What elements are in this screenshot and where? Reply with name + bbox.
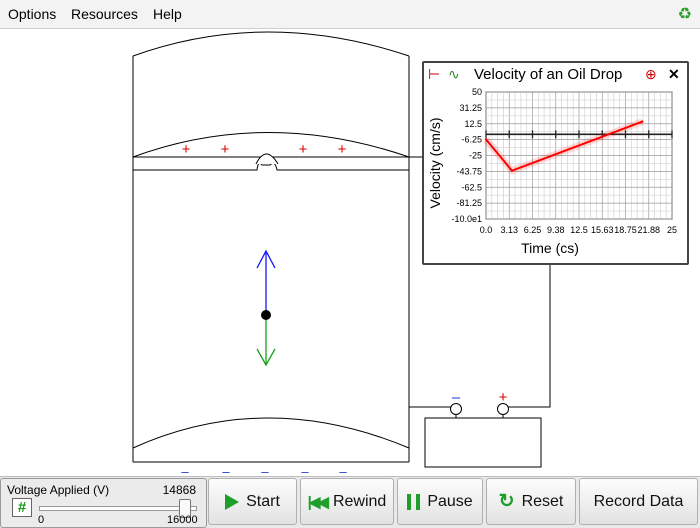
y-tick-label: -62.5: [461, 182, 482, 192]
y-tick-label: 31.25: [459, 103, 482, 113]
record-data-button[interactable]: Record Data: [579, 478, 698, 525]
voltage-value: 14868: [162, 483, 196, 497]
series-point: [641, 120, 644, 123]
battery-negative-label: –: [452, 389, 461, 406]
x-axis-label: Time (cs): [521, 240, 579, 256]
voltage-slider-track[interactable]: [39, 506, 197, 511]
record-data-label: Record Data: [593, 492, 684, 510]
rewind-button[interactable]: |◀◀ Rewind: [300, 478, 394, 525]
pause-label: Pause: [427, 492, 473, 510]
chart-title: Velocity of an Oil Drop: [474, 66, 623, 83]
battery-negative-terminal: [450, 403, 462, 415]
start-label: Start: [246, 492, 280, 510]
pause-icon: [407, 493, 421, 510]
velocity-chart-panel[interactable]: ⊢ ∿ Velocity of an Oil Drop ⊕ ✕ Velocity…: [422, 61, 689, 265]
close-icon[interactable]: ✕: [668, 66, 680, 82]
oil-drop: [261, 310, 271, 320]
y-tick-label: -25: [469, 151, 482, 161]
rewind-icon: |◀◀: [307, 493, 329, 511]
drop-inlet-nozzle: [255, 153, 279, 165]
x-tick-label: 25: [667, 225, 677, 235]
voltage-max-label: 16000: [167, 514, 198, 526]
x-tick-label: 9.38: [547, 225, 565, 235]
minus-charge-2: –: [222, 464, 230, 476]
top-plate-lower: [133, 162, 409, 171]
plus-charge-3: +: [299, 141, 308, 158]
plus-charge-2: +: [221, 141, 230, 158]
pause-button[interactable]: Pause: [397, 478, 483, 525]
x-tick-label: 12.5: [570, 225, 588, 235]
zoom-icon[interactable]: ⊕: [645, 66, 657, 82]
reset-icon: ↻: [498, 491, 515, 512]
battery: [424, 417, 542, 468]
voltage-min-label: 0: [38, 514, 45, 526]
minus-charge-5: –: [339, 464, 347, 476]
axes-icon[interactable]: ⊢: [428, 66, 441, 82]
play-icon: [225, 493, 240, 510]
menu-options[interactable]: Options: [8, 6, 57, 22]
reset-label: Reset: [521, 492, 564, 510]
millikan-apparatus: + + + + – – – – – – +: [132, 31, 551, 476]
minus-charge-3: –: [261, 464, 269, 476]
y-axis-label: Velocity (cm/s): [427, 117, 443, 208]
rewind-label: Rewind: [332, 492, 387, 510]
y-tick-label: 50: [472, 87, 482, 97]
x-tick-label: 21.88: [637, 225, 660, 235]
series-point: [484, 138, 488, 141]
battery-positive-terminal: [497, 403, 509, 415]
y-tick-label: -10.0e1: [451, 214, 482, 224]
y-tick-label: -81.25: [456, 198, 482, 208]
minus-charge-4: –: [301, 464, 309, 476]
curve-icon[interactable]: ∿: [448, 66, 460, 82]
reset-button[interactable]: ↻ Reset: [486, 478, 576, 525]
x-tick-label: 3.13: [500, 225, 518, 235]
voltage-slider-thumb[interactable]: [178, 499, 191, 518]
voltage-control: Voltage Applied (V) 14868 # 0 16000: [0, 478, 207, 528]
top-plate-arc: [132, 132, 410, 158]
recycle-icon[interactable]: ♻: [677, 6, 692, 23]
menu-bar: Options Resources Help ♻: [0, 0, 700, 29]
bottom-plate-arc: [132, 417, 410, 449]
minus-charge-1: –: [181, 464, 189, 476]
series-point: [510, 169, 514, 172]
chamber-top-dome: [132, 31, 410, 57]
y-tick-label: -6.25: [461, 135, 482, 145]
start-button[interactable]: Start: [208, 478, 297, 525]
hash-icon[interactable]: #: [12, 498, 32, 517]
voltage-label: Voltage Applied (V): [7, 483, 110, 497]
x-tick-label: 6.25: [524, 225, 542, 235]
menu-resources[interactable]: Resources: [71, 6, 138, 22]
plus-charge-1: +: [182, 141, 191, 158]
x-tick-label: 18.75: [614, 225, 637, 235]
velocity-chart: Velocity (cm/s) Time (cs) 0.0 3.13 6.25 9.3…: [427, 87, 677, 256]
y-tick-label: -43.75: [456, 166, 482, 176]
menu-help[interactable]: Help: [153, 6, 182, 22]
battery-positive-label: +: [499, 389, 508, 406]
x-tick-label: 0.0: [480, 225, 493, 235]
x-tick-label: 15.63: [591, 225, 614, 235]
plus-charge-4: +: [338, 141, 347, 158]
y-tick-label: 12.5: [464, 119, 482, 129]
battery-positive-wire: [503, 262, 551, 408]
